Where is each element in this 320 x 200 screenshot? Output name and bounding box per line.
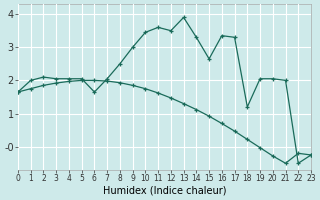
X-axis label: Humidex (Indice chaleur): Humidex (Indice chaleur) — [103, 186, 226, 196]
